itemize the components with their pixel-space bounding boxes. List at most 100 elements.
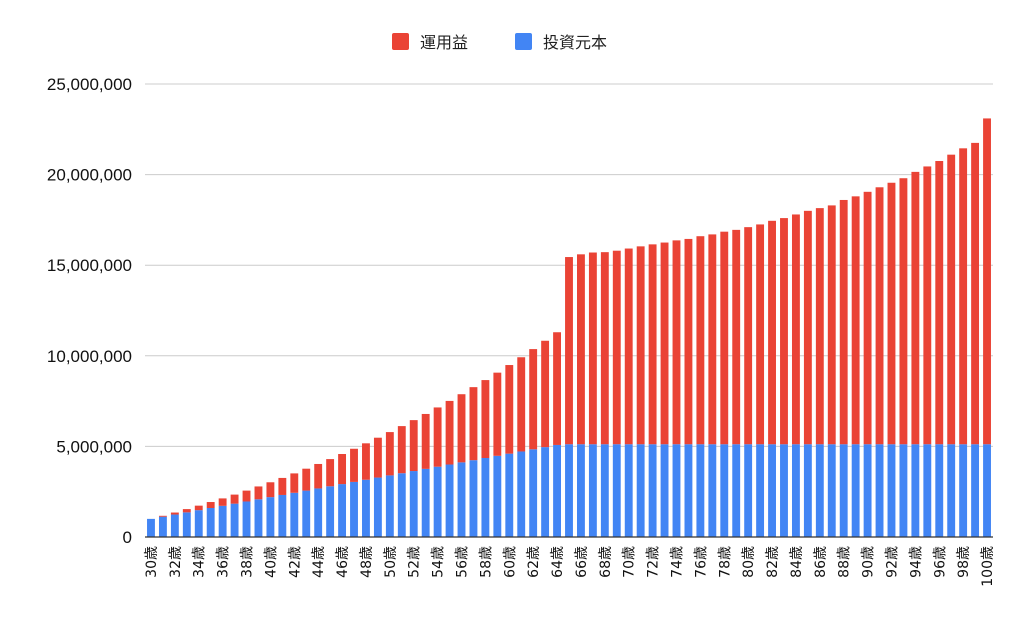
x-tick-label: 90歳 — [861, 546, 877, 578]
bar-gain — [170, 512, 179, 515]
bar-principal — [660, 444, 669, 537]
bar-gain — [911, 171, 920, 445]
bar-principal — [433, 466, 442, 537]
x-tick-label: 66歳 — [574, 546, 590, 578]
bar-principal — [278, 494, 287, 537]
bar-principal — [947, 444, 956, 537]
bar-principal — [397, 473, 406, 537]
bar-principal — [696, 444, 705, 537]
bar-gain — [457, 394, 466, 463]
bar-gain — [433, 407, 442, 467]
x-tick-label: 32歳 — [168, 546, 184, 578]
bar-gain — [959, 148, 968, 445]
bar-gain — [780, 218, 788, 445]
bar-gain — [935, 161, 944, 445]
y-tick-label: 10,000,000 — [47, 347, 132, 366]
x-tick-label: 88歳 — [837, 546, 853, 578]
bar-gain — [612, 250, 621, 445]
bar-principal — [791, 444, 800, 537]
y-tick-label: 5,000,000 — [56, 437, 132, 456]
bar-gain — [385, 432, 394, 476]
bar-principal — [863, 444, 872, 537]
bar-principal — [350, 481, 358, 537]
x-tick-label: 82歳 — [765, 546, 781, 578]
bar-principal — [385, 475, 394, 537]
bar-principal — [338, 484, 347, 537]
bar-principal — [218, 505, 227, 537]
y-tick-label: 20,000,000 — [47, 166, 132, 185]
bar-principal — [624, 444, 633, 537]
x-axis-ticks: 30歳 32歳 34歳 36歳 38歳 40歳 42歳 44歳 46歳 48歳 50歳 52歳 54歳 5… — [144, 546, 996, 587]
x-tick-label: 34歳 — [192, 546, 208, 578]
bar-gain — [899, 178, 908, 445]
bar-gain — [469, 387, 478, 461]
bar-gain — [493, 372, 502, 456]
bar-gain — [266, 482, 275, 498]
bar-gain — [588, 252, 597, 445]
bar-gain — [732, 229, 741, 445]
bar-gain — [158, 515, 167, 517]
bar-principal — [481, 457, 490, 537]
bar-principal — [923, 444, 932, 537]
bar-gain — [206, 502, 215, 509]
x-tick-label: 70歳 — [622, 546, 638, 578]
bar-principal — [493, 455, 502, 537]
bar-gain — [409, 420, 418, 472]
bar-principal — [409, 471, 418, 537]
bar-gain — [756, 224, 765, 445]
bar-gain — [230, 494, 239, 504]
bar-gain — [373, 437, 382, 478]
bar-gain — [505, 365, 514, 454]
bars — [147, 118, 991, 537]
bar-principal — [266, 497, 275, 537]
bar-principal — [744, 444, 753, 537]
bar-gain — [553, 332, 561, 445]
y-tick-label: 0 — [123, 528, 132, 547]
bar-principal — [421, 468, 430, 537]
x-tick-label: 64歳 — [550, 546, 566, 578]
bar-principal — [971, 444, 980, 537]
x-tick-label: 74歳 — [669, 546, 685, 578]
bar-principal — [780, 444, 788, 537]
bar-gain — [290, 473, 299, 493]
bar-principal — [314, 488, 323, 537]
bar-principal — [326, 486, 335, 537]
x-tick-label: 76歳 — [693, 546, 709, 578]
bar-gain — [744, 227, 753, 445]
x-tick-label: 100歳 — [980, 546, 996, 587]
bar-principal — [612, 444, 621, 537]
x-tick-label: 52歳 — [407, 546, 423, 578]
legend: 運用益 投資元本 — [392, 33, 607, 52]
bar-gain — [397, 426, 406, 474]
x-tick-label: 56歳 — [455, 546, 471, 578]
x-tick-label: 40歳 — [263, 546, 279, 578]
bar-principal — [541, 447, 550, 537]
bar-gain — [875, 187, 884, 445]
x-tick-label: 62歳 — [526, 546, 542, 578]
bar-principal — [935, 444, 944, 537]
bar-gain — [445, 400, 454, 465]
bar-gain — [577, 254, 585, 445]
bar-gain — [350, 448, 358, 482]
bar-principal — [206, 508, 215, 537]
x-tick-label: 94歳 — [908, 546, 924, 578]
bar-gain — [338, 454, 347, 485]
bar-gain — [791, 214, 800, 445]
bar-gain — [302, 468, 311, 491]
bar-principal — [851, 444, 860, 537]
x-tick-label: 98歳 — [956, 546, 972, 578]
y-axis-ticks: 0 5,000,000 10,000,000 15,000,000 20,000,000… — [47, 75, 132, 547]
bar-principal — [362, 479, 370, 537]
bar-principal — [147, 518, 155, 537]
bar-gain — [636, 246, 645, 445]
bar-gain — [194, 505, 203, 511]
x-tick-label: 78歳 — [717, 546, 733, 578]
bar-gain — [648, 244, 657, 445]
bar-gain — [720, 231, 729, 445]
bar-gain — [600, 252, 609, 445]
x-tick-label: 30歳 — [144, 546, 160, 578]
x-tick-label: 54歳 — [431, 546, 447, 578]
bar-gain — [887, 182, 896, 445]
bar-principal — [875, 444, 884, 537]
